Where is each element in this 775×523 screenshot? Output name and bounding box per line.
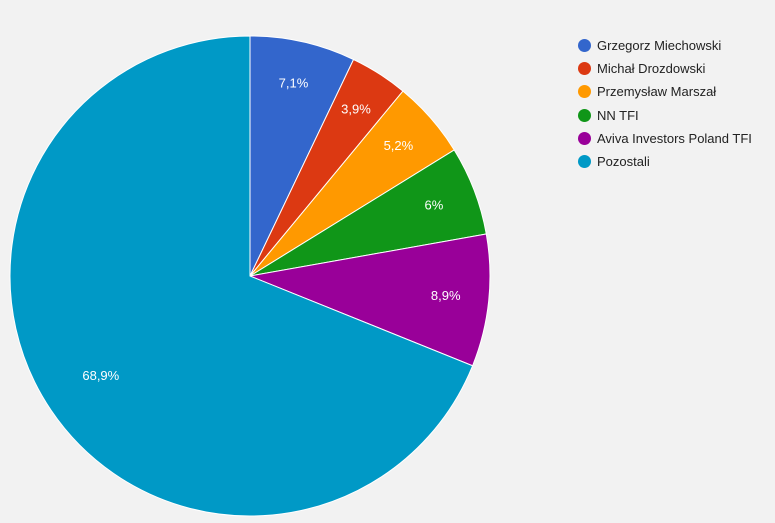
pie-chart: 7,1% 3,9% 5,2% 6% 8,9% 68,9% [9,35,491,517]
legend-label: Pozostali [597,154,650,170]
legend-label: Grzegorz Miechowski [597,38,722,54]
legend-label: Aviva Investors Poland TFI [597,130,752,146]
legend-swatch-icon [578,39,591,53]
legend-item[interactable]: Aviva Investors Poland TFI [578,127,752,150]
legend-label: Michał Drozdowski [597,61,706,77]
legend-swatch-icon [578,62,591,76]
pie-slice[interactable] [249,35,355,277]
legend: Grzegorz Miechowski Michał Drozdowski Prze… [578,34,752,173]
legend-swatch-icon [578,85,591,99]
slice-value-label: 6% [425,197,444,212]
slice-value-label: 68,9% [82,368,119,383]
legend-swatch-icon [578,131,591,145]
legend-item[interactable]: NN TFI [578,104,752,127]
pie-slice[interactable] [9,35,474,517]
pie-slice[interactable] [248,233,491,367]
legend-swatch-icon [578,108,591,122]
legend-item[interactable]: Przemysław Marszał [578,80,752,103]
slice-value-label: 5,2% [384,138,414,153]
legend-item[interactable]: Grzegorz Miechowski [578,34,752,57]
legend-label: Przemysław Marszał [597,84,717,100]
legend-item[interactable]: Michał Drozdowski [578,57,752,80]
slice-value-label: 8,9% [431,288,461,303]
slice-value-label: 3,9% [341,102,371,117]
legend-label: NN TFI [597,107,639,123]
legend-swatch-icon [578,155,591,169]
legend-item[interactable]: Pozostali [578,150,752,173]
slice-value-label: 7,1% [279,76,309,91]
